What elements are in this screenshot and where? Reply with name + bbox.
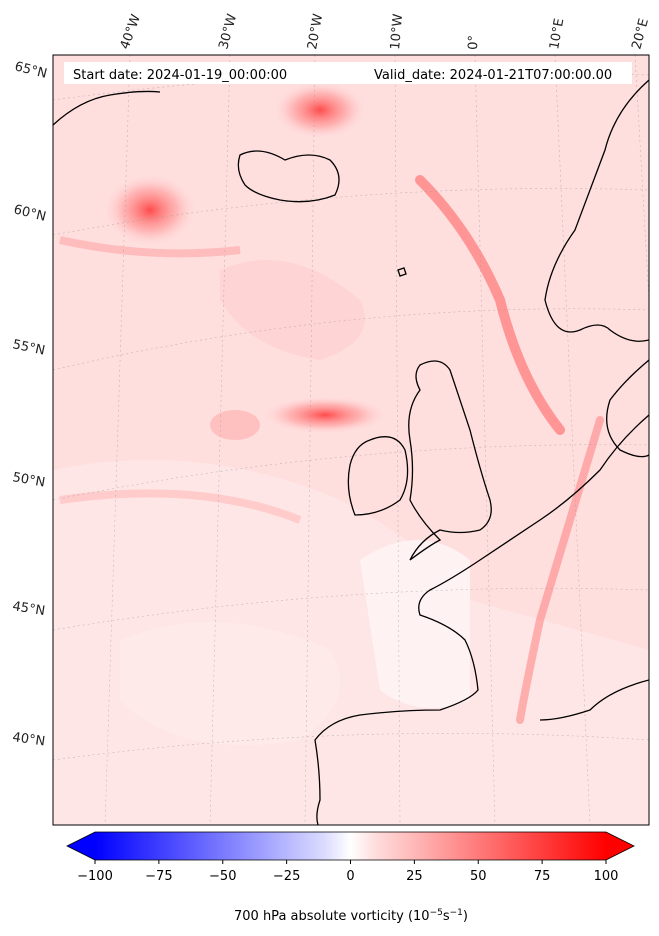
vorticity-streak-east [516,416,604,724]
longitude-labels: 40°W 30°W 20°W 10°W 0° 10°E 20°E [118,12,652,51]
colorbar-gradient [95,832,606,860]
colorbar: −100 −75 −50 −25 0 25 50 75 100 700 hPa absolute… [66,831,635,924]
coast-great-britain [408,360,492,561]
lat-label-50n: 50°N [11,470,46,490]
map-frame [52,54,650,826]
vortex-small [210,410,260,440]
colorbar-label: 700 hPa absolute vorticity (10−5s−1) [234,908,468,924]
lon-label-10w: 10°W [388,13,406,50]
vortex-north [275,82,365,138]
coast-faroes [397,267,407,277]
colorbar-ticks: −100 −75 −50 −25 0 25 50 75 100 [77,860,618,884]
colorbar-tick-label: −75 [145,869,172,884]
field-white-patch [360,540,470,708]
coast-norway [544,79,649,342]
colorbar-extend-high [606,832,634,860]
field-medium-patch [220,260,365,360]
colorbar-tick-label: 75 [534,869,551,884]
lat-label-60n: 60°N [12,202,47,224]
colorbar-tick-label: −25 [273,869,300,884]
graticule [53,55,649,825]
field-light-patch [120,622,340,745]
lon-label-40w: 40°W [118,12,144,51]
vortex-central [265,397,385,433]
lat-label-45n: 45°N [11,599,46,619]
coast-greenland [53,90,161,126]
colorbar-tick-label: 50 [470,869,487,884]
coastlines [53,79,649,825]
coast-mediterranean [539,679,649,721]
colorbar-tick-label: 25 [406,869,423,884]
start-date-label: Start date: 2024-01-19_00:00:00 [73,68,287,83]
coast-ireland [347,436,409,516]
colorbar-extend-low [67,832,95,860]
coast-sweden [606,359,649,458]
colorbar-tick-label: −50 [209,869,236,884]
coast-continent [314,414,649,825]
vortex-west [105,175,195,245]
lat-label-55n: 55°N [11,337,46,358]
map-area [53,55,649,825]
colorbar-tick-label: −100 [77,869,113,884]
lat-label-40n: 40°N [11,730,46,749]
lon-label-10e: 10°E [547,17,567,50]
latitude-labels: 65°N 60°N 55°N 50°N 45°N 40°N [11,59,48,749]
header-box [64,62,632,84]
valid-date-label: Valid_date: 2024-01-21T07:00:00.00 [374,68,612,83]
colorbar-tick-label: 100 [594,869,619,884]
lon-label-30w: 30°W [216,12,240,51]
coast-iceland [237,150,340,203]
vorticity-streak-north-sea [415,175,565,435]
lon-label-0: 0° [466,35,482,50]
colorbar-tick-label: 0 [346,869,354,884]
lon-label-20w: 20°W [305,13,326,51]
lat-label-65n: 65°N [13,59,48,81]
vorticity-streak-south [59,489,302,524]
vorticity-streak-west [59,236,241,258]
lon-label-20e: 20°E [629,17,652,51]
